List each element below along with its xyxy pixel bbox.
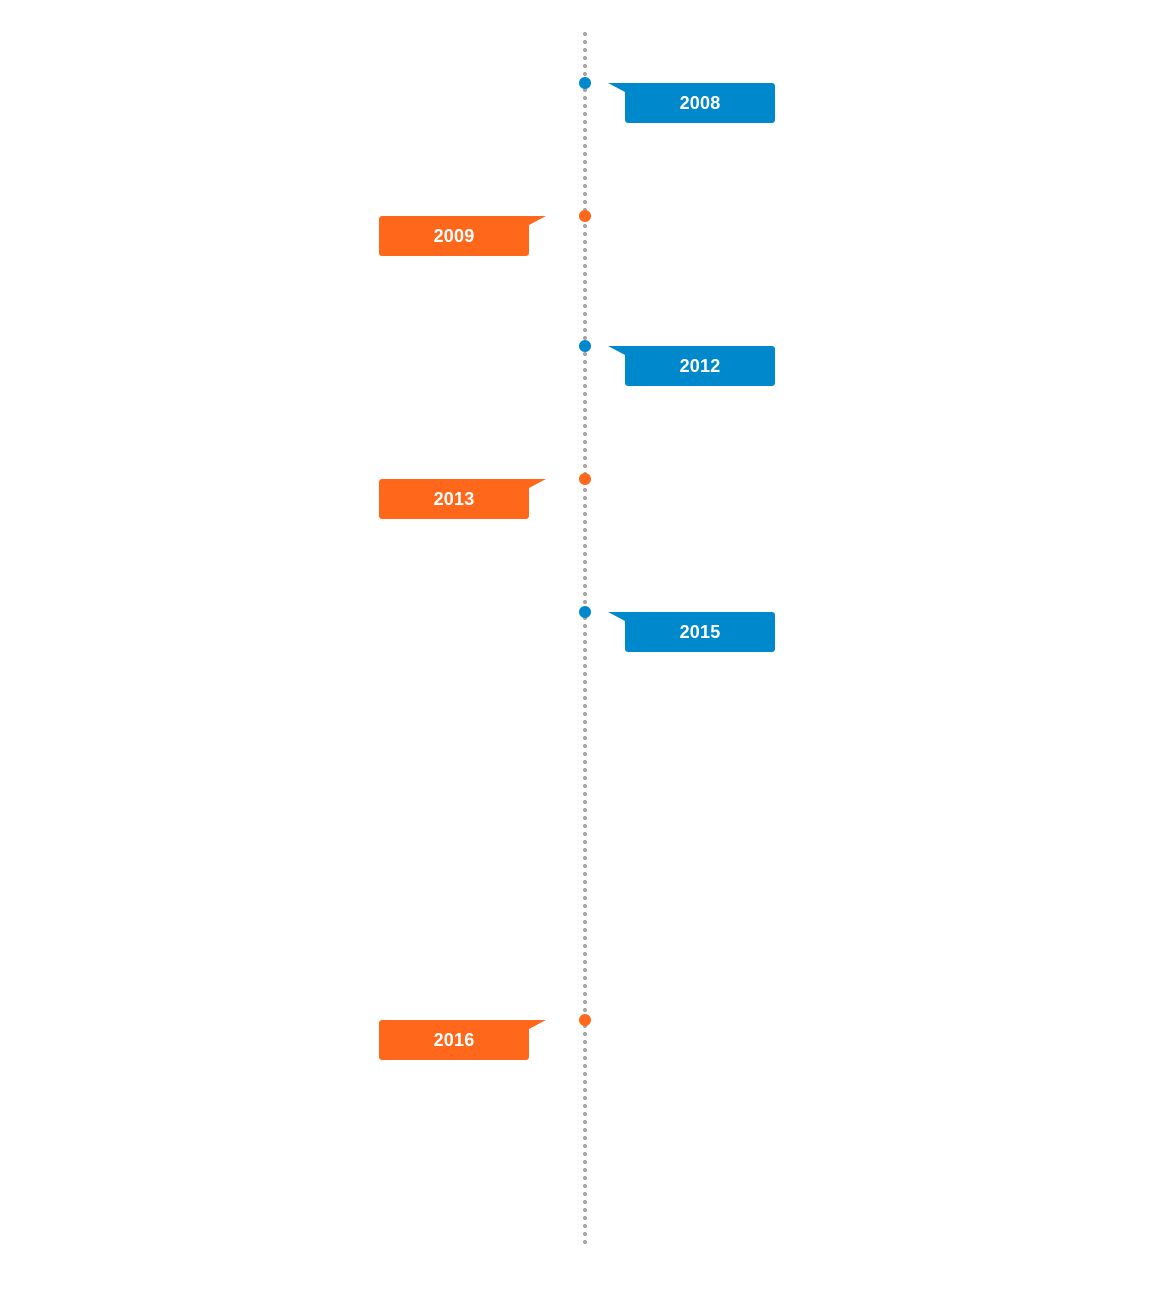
year-tag-2016: 2016 (379, 1020, 546, 1060)
timeline-node-2012 (579, 340, 591, 352)
year-label: 2012 (679, 356, 721, 376)
year-tag-2013: 2013 (379, 479, 546, 519)
year-tag-2012: 2012 (608, 346, 775, 386)
timeline-node-2008 (579, 77, 591, 89)
timeline-node-2015 (579, 606, 591, 618)
year-label: 2009 (433, 226, 475, 246)
year-tag-2015: 2015 (608, 612, 775, 652)
year-label: 2013 (433, 489, 475, 509)
timeline-node-2016 (579, 1014, 591, 1026)
timeline-node-2013 (579, 473, 591, 485)
year-tag-2008: 2008 (608, 83, 775, 123)
timeline-node-2009 (579, 210, 591, 222)
year-label: 2016 (433, 1030, 475, 1050)
year-tag-2009: 2009 (379, 216, 546, 256)
year-label: 2008 (679, 93, 721, 113)
timeline-axis (583, 30, 587, 1248)
year-label: 2015 (679, 622, 721, 642)
